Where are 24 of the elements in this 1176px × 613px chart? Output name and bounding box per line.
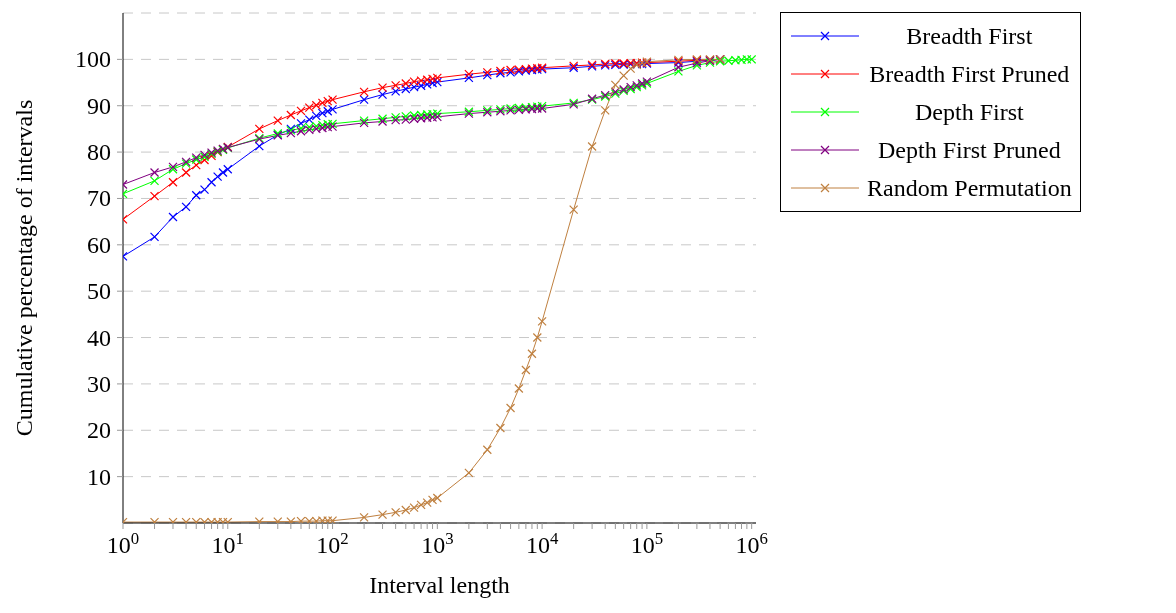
y-tick-label: 80 xyxy=(87,139,111,166)
legend-label: Depth First xyxy=(914,98,1025,126)
x-tick-label: 10$^{4}$ xyxy=(525,528,559,558)
y-tick-label: 90 xyxy=(87,92,111,119)
legend-label: Random Permutation xyxy=(867,174,1072,202)
legend-label: Depth First Pruned xyxy=(877,136,1062,164)
x-tick-label: 10$^{3}$ xyxy=(421,528,454,558)
x-axis-title: Interval length xyxy=(369,572,510,598)
y-tick-label: 70 xyxy=(87,185,111,212)
y-tick-label: 100 xyxy=(75,46,111,73)
y-tick-label: 10 xyxy=(87,463,111,490)
legend-label: Breadth First Pruned xyxy=(868,60,1071,88)
legend-label: Breadth First xyxy=(905,22,1034,50)
x-tick-label: 10$^{5}$ xyxy=(630,528,664,558)
y-axis-title: Cumulative percentage of intervals xyxy=(10,99,37,437)
y-tick-label: 30 xyxy=(87,370,111,397)
x-tick-label: 10$^{1}$ xyxy=(211,528,244,558)
x-tick-label: 10$^{0}$ xyxy=(106,528,140,558)
x-tick-label: 10$^{2}$ xyxy=(316,528,349,558)
y-tick-label: 60 xyxy=(87,231,111,258)
x-tick-label: 10$^{6}$ xyxy=(735,528,768,558)
y-tick-label: 40 xyxy=(87,324,111,351)
y-tick-label: 50 xyxy=(87,278,111,305)
y-tick-label: 20 xyxy=(87,417,111,444)
